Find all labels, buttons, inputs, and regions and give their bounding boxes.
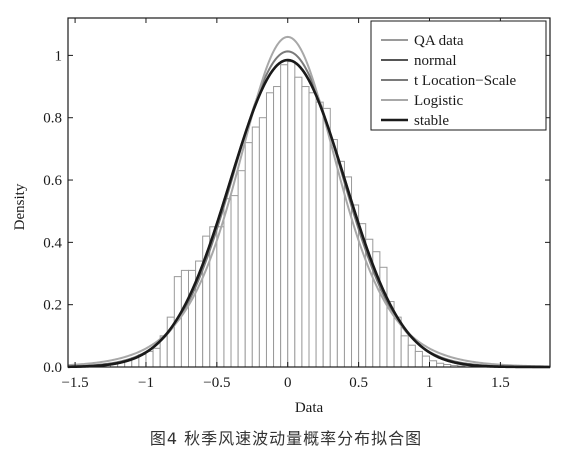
histogram-bar bbox=[400, 335, 409, 368]
histogram-bar bbox=[251, 126, 260, 368]
histogram-bar bbox=[216, 226, 225, 368]
histogram-bar bbox=[429, 360, 438, 368]
histogram-bars bbox=[88, 61, 466, 368]
x-tick-label: −1.5 bbox=[61, 375, 88, 391]
histogram-bar bbox=[421, 355, 431, 368]
histogram-bar bbox=[273, 86, 282, 368]
legend: QA data normal t Location−Scale Logistic sta… bbox=[370, 20, 547, 131]
histogram-bar bbox=[265, 92, 275, 368]
x-tick-label: 0 bbox=[284, 375, 292, 391]
axis-ticks: −1.5 −1 −0.5 0 0.5 1 1.5 0.0 0.2 0.4 0.6 0.8 1 bbox=[43, 18, 550, 391]
histogram-bar bbox=[329, 139, 338, 368]
histogram-bar bbox=[322, 107, 331, 368]
histogram-bar bbox=[180, 269, 190, 368]
x-tick-label: 1 bbox=[426, 375, 434, 391]
histogram-bar bbox=[280, 64, 289, 368]
x-tick-label: 0.5 bbox=[349, 375, 368, 391]
fit-curve-logistic bbox=[67, 35, 551, 368]
legend-label: t Location−Scale bbox=[414, 73, 517, 89]
x-tick-label: −1 bbox=[138, 375, 154, 391]
legend-label: Logistic bbox=[414, 93, 464, 109]
histogram-bar bbox=[244, 142, 253, 368]
histogram-bar bbox=[294, 76, 303, 368]
plot-frame bbox=[67, 17, 551, 368]
x-tick-label: 1.5 bbox=[491, 375, 510, 391]
y-tick-label: 1 bbox=[55, 48, 63, 64]
histogram-bar bbox=[152, 347, 161, 368]
y-tick-label: 0.0 bbox=[43, 360, 62, 376]
y-axis-label: Density bbox=[12, 183, 28, 230]
legend-label: normal bbox=[414, 53, 457, 69]
x-tick-label: −0.5 bbox=[203, 375, 230, 391]
histogram-bar bbox=[414, 350, 423, 368]
histogram-bar bbox=[145, 350, 154, 368]
fit-curve-normal-stable bbox=[67, 58, 550, 369]
histogram-bar bbox=[258, 117, 267, 368]
legend-label: QA data bbox=[414, 33, 464, 49]
histogram-bar bbox=[308, 92, 317, 368]
y-tick-label: 0.8 bbox=[43, 111, 62, 127]
y-tick-label: 0.4 bbox=[43, 235, 62, 251]
y-tick-label: 0.2 bbox=[43, 298, 62, 314]
y-tick-label: 0.6 bbox=[43, 173, 62, 189]
x-axis-label: Data bbox=[295, 400, 324, 416]
fit-curves bbox=[67, 35, 551, 369]
histogram-bar bbox=[301, 86, 310, 368]
histogram-bar bbox=[223, 198, 232, 368]
histogram-bar bbox=[237, 170, 246, 368]
figure-caption: 图4 秋季风速波动量概率分布拟合图 bbox=[149, 429, 423, 448]
histogram-bar bbox=[287, 61, 296, 368]
chart-canvas: −1.5 −1 −0.5 0 0.5 1 1.50.00.20.40.60.81 Data … bbox=[12, 17, 551, 416]
histogram-bar bbox=[407, 344, 416, 368]
histogram-bar bbox=[230, 195, 239, 368]
histogram-bar bbox=[315, 101, 324, 368]
legend-label: stable bbox=[414, 113, 449, 129]
